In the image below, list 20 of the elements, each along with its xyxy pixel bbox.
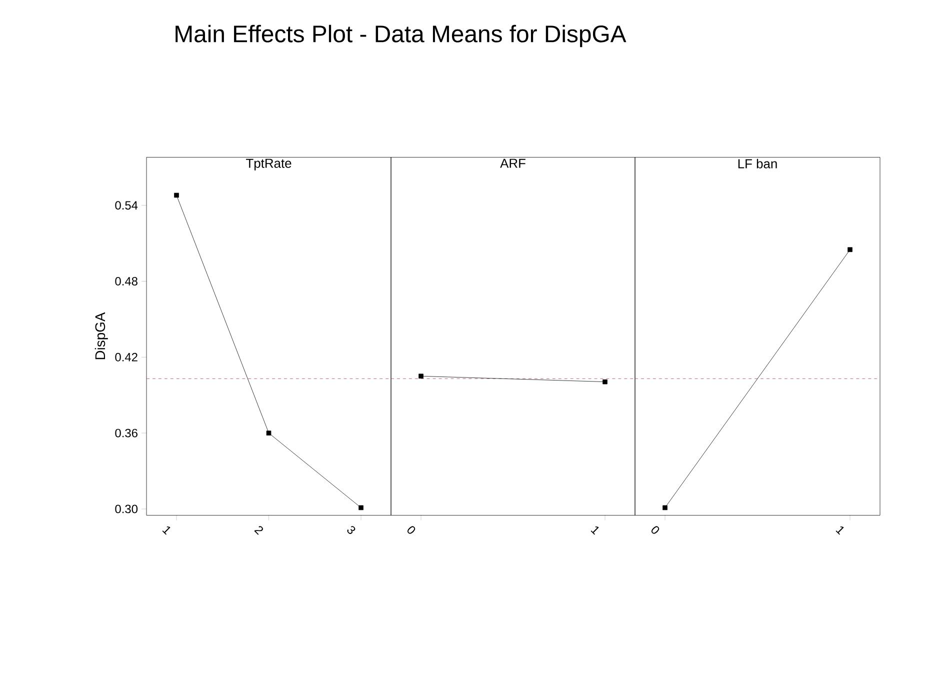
x-tick-label: 1 bbox=[590, 526, 599, 535]
x-tick-label: 1 bbox=[162, 526, 170, 535]
x-tick-label: 3 bbox=[347, 526, 356, 534]
chart-subtitle: ARF bbox=[500, 158, 526, 168]
y-axis-title: DispGA bbox=[94, 312, 108, 360]
y-tick-label: 0.42 bbox=[115, 352, 138, 362]
x-tick-label: 1 bbox=[836, 526, 844, 535]
chart-subtitle: LF ban bbox=[738, 158, 777, 168]
y-tick-label: 0.30 bbox=[115, 504, 138, 514]
y-tick-label: 0.48 bbox=[115, 277, 138, 286]
y-tick-label: 0.54 bbox=[115, 201, 138, 210]
x-tick-label: 0 bbox=[651, 526, 660, 534]
x-tick-label: 0 bbox=[407, 526, 416, 534]
point bbox=[266, 430, 272, 436]
x-tick-label: 2 bbox=[254, 526, 263, 535]
y-tick-label: 0.36 bbox=[115, 428, 138, 438]
point bbox=[174, 192, 179, 198]
chart-subtitle: TptRate bbox=[246, 158, 292, 170]
chart-title: Main Effects Plot - Data Means for DispGA bbox=[176, 24, 626, 48]
point bbox=[358, 505, 364, 510]
